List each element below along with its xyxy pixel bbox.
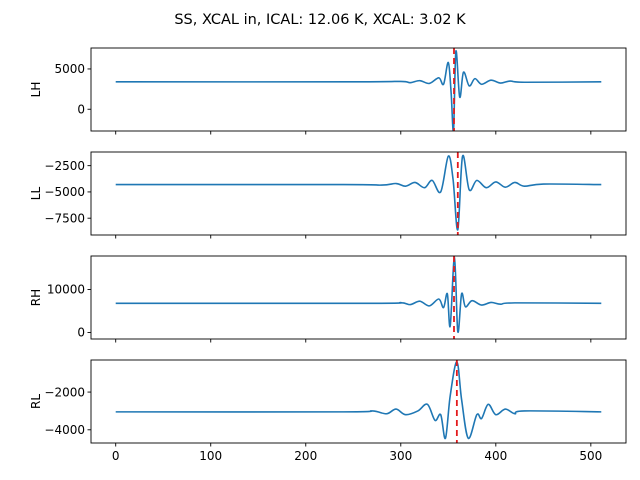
x-tick-label: 0 (112, 449, 120, 463)
series-line (115, 361, 602, 440)
axes-frame (90, 151, 627, 236)
y-tick-label: −2500 (44, 159, 85, 173)
series-line (115, 154, 602, 231)
axes-frame (90, 255, 627, 340)
figure-title: SS, XCAL in, ICAL: 12.06 K, XCAL: 3.02 K (174, 12, 466, 28)
subplot-stack: 05000LH−7500−5000−2500LL010000RH−4000−20… (29, 47, 627, 463)
y-axis-label: LH (29, 82, 43, 98)
x-tick-label: 200 (294, 449, 317, 463)
y-tick-label: 10000 (47, 283, 85, 297)
subplot-rh: 0 10000 RH (29, 255, 627, 343)
y-tick-label: −5000 (44, 185, 85, 199)
axes-frame (90, 359, 627, 444)
y-axis-label: RH (29, 289, 43, 306)
subplot-lh: 0 5000 LH (29, 47, 627, 135)
y-tick-label: 5000 (54, 62, 85, 76)
y-tick-label: −2000 (44, 385, 85, 399)
y-axis-label: RL (29, 394, 43, 409)
y-tick-label: −4000 (44, 423, 85, 437)
y-tick-label: −7500 (44, 211, 85, 225)
x-tick-label: 100 (199, 449, 222, 463)
series-line (115, 50, 602, 131)
x-tick-label: 500 (579, 449, 602, 463)
x-tick-label: 300 (389, 449, 412, 463)
y-axis-label: LL (29, 187, 43, 201)
y-tick-label: 0 (77, 326, 85, 340)
series-line (115, 256, 602, 333)
subplot-rl: −4000 −2000 0 100 200 300 400 500 RL (29, 359, 627, 463)
y-tick-label: 0 (77, 102, 85, 116)
x-tick-label: 400 (484, 449, 507, 463)
axes-frame (90, 47, 627, 132)
